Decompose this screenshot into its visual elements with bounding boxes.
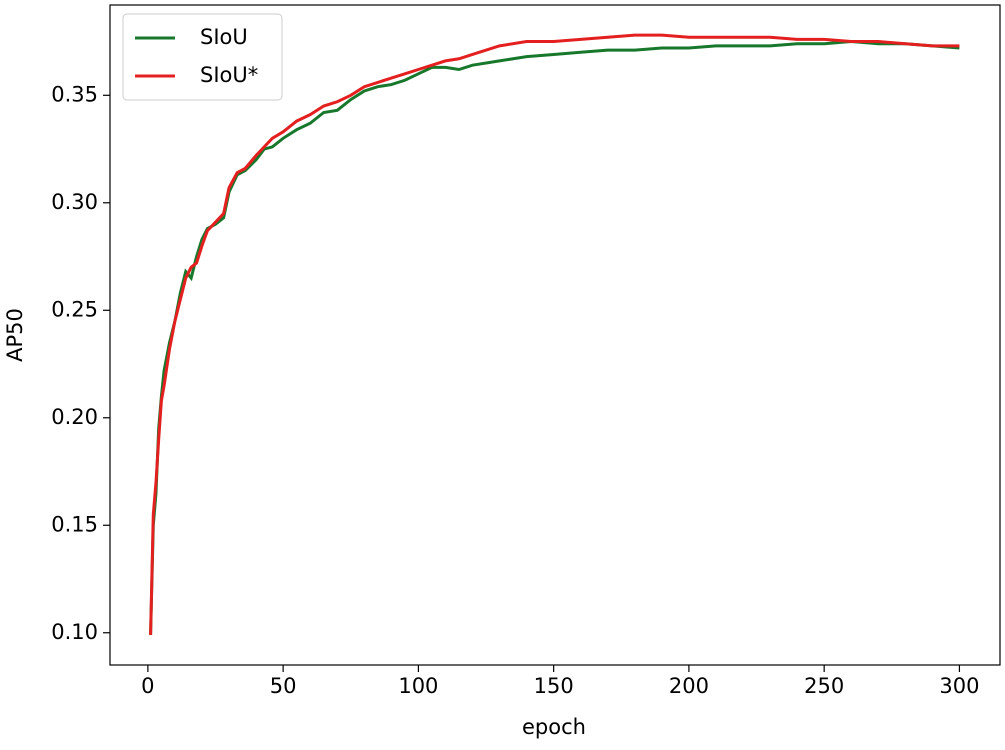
x-tick-label: 150 [534,674,574,698]
line [149,40,960,635]
y-tick-label: 0.25 [51,297,98,321]
legend-label: SIoU [200,25,248,49]
y-tick-label: 0.10 [51,620,98,644]
y-tick-label: 0.20 [51,405,98,429]
x-tick-label: 200 [669,674,709,698]
x-axis-label: epoch [522,715,586,739]
y-tick-label: 0.35 [51,82,98,106]
y-axis-label: AP50 [3,308,27,362]
legend-label: SIoU* [200,63,258,87]
x-tick-label: 300 [939,674,979,698]
x-tick-label: 250 [804,674,844,698]
x-tick-label: 50 [270,674,297,698]
y-tick-label: 0.30 [51,190,98,214]
x-tick-label: 100 [398,674,438,698]
plot-frame [109,4,1001,666]
line [149,33,960,635]
x-tick-label: 0 [141,674,154,698]
legend-box [122,13,283,101]
y-tick-label: 0.15 [51,512,98,536]
